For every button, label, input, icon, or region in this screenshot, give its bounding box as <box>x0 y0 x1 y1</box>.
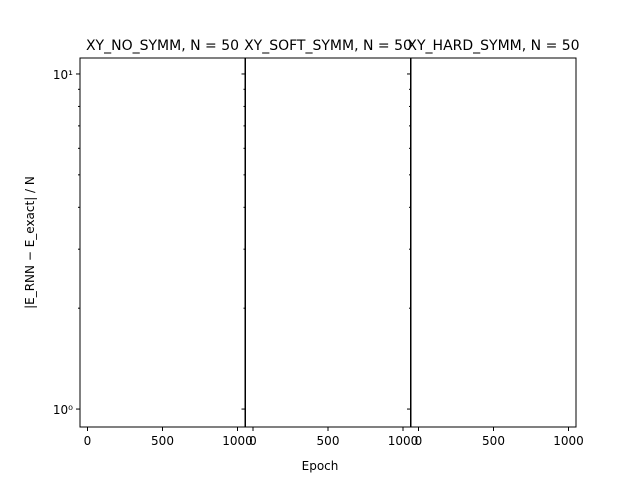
x-tick-label: 0 <box>415 434 423 448</box>
axes-frame <box>245 57 411 428</box>
x-tick-label: 1000 <box>388 434 419 448</box>
x-tick-label: 500 <box>317 434 340 448</box>
x-tick-label: 0 <box>84 434 92 448</box>
x-tick-label: 500 <box>482 434 505 448</box>
y-axis-label: |E_RNN − E_exact| / N <box>23 176 37 309</box>
subplot-title: XY_SOFT_SYMM, N = 50 <box>244 38 412 54</box>
y-tick-label: 10⁰ <box>53 403 73 417</box>
subplot-title: XY_NO_SYMM, N = 50 <box>86 38 239 54</box>
x-tick-label: 1000 <box>222 434 253 448</box>
x-axis-label: Epoch <box>302 459 339 473</box>
x-tick-label: 500 <box>151 434 174 448</box>
x-tick-label: 0 <box>249 434 257 448</box>
y-tick-label: 10¹ <box>53 68 73 82</box>
axes-frame <box>410 57 577 428</box>
x-tick-label: 1000 <box>553 434 584 448</box>
subplot-title: XY_HARD_SYMM, N = 50 <box>407 38 579 54</box>
axes-frame <box>79 57 246 428</box>
